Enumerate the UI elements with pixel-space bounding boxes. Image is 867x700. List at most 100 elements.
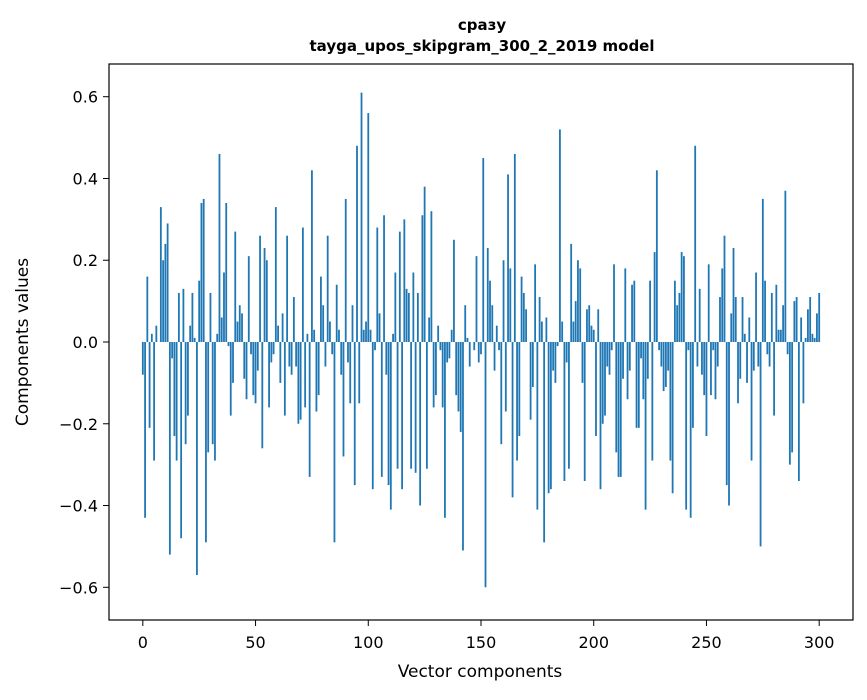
- bar-144: [466, 337, 469, 342]
- bar-90: [344, 198, 347, 342]
- bar-238: [678, 292, 681, 342]
- bar-14: [173, 342, 176, 437]
- bar-140: [457, 342, 460, 412]
- bar-115: [401, 342, 403, 490]
- bar-94: [353, 342, 356, 486]
- bar-11: [166, 223, 169, 342]
- bar-213: [622, 342, 624, 379]
- bar-155: [491, 305, 494, 342]
- bar-0: [141, 342, 144, 375]
- bar-81: [324, 342, 327, 367]
- bar-70: [299, 342, 302, 420]
- bar-47: [247, 256, 250, 342]
- bar-36: [223, 272, 225, 342]
- bar-195: [581, 342, 584, 383]
- bar-179: [545, 317, 548, 342]
- bar-6: [155, 325, 158, 342]
- bar-41: [234, 231, 237, 342]
- x-tick-label: 150: [466, 633, 497, 652]
- bar-126: [425, 342, 428, 469]
- bar-121: [414, 342, 417, 473]
- bar-261: [730, 313, 733, 342]
- bar-277: [766, 342, 769, 355]
- bar-247: [698, 288, 701, 342]
- bar-42: [236, 321, 239, 342]
- bar-293: [802, 342, 805, 404]
- bar-37: [225, 203, 228, 342]
- bar-79: [320, 276, 322, 342]
- bar-186: [561, 321, 564, 342]
- bar-87: [338, 329, 340, 342]
- bar-162: [507, 174, 509, 342]
- bar-53: [261, 342, 264, 449]
- bar-101: [369, 329, 372, 342]
- bar-180: [547, 342, 550, 494]
- bar-198: [588, 305, 591, 342]
- x-axis-ticks: 0 50 100 150 200 250 300: [138, 620, 834, 652]
- bar-211: [617, 342, 620, 477]
- bar-278: [768, 342, 771, 367]
- bar-299: [816, 313, 818, 342]
- bar-203: [599, 342, 602, 490]
- y-tick-label: 0.2: [73, 251, 98, 270]
- bar-163: [509, 268, 512, 342]
- bar-221: [640, 342, 642, 359]
- bar-231: [662, 342, 665, 392]
- bar-226: [651, 342, 654, 461]
- bar-245: [694, 145, 697, 342]
- bar-214: [624, 268, 627, 342]
- bar-97: [360, 92, 363, 343]
- bar-279: [770, 292, 773, 342]
- bar-3: [148, 342, 151, 428]
- bar-103: [374, 342, 376, 351]
- bar-282: [777, 329, 780, 342]
- bar-68: [295, 342, 298, 367]
- bar-116: [403, 219, 406, 342]
- bar-236: [673, 280, 676, 342]
- bar-244: [692, 342, 694, 428]
- bar-153: [486, 247, 489, 342]
- bar-266: [741, 297, 744, 342]
- bar-60: [277, 325, 279, 342]
- bar-209: [613, 264, 615, 342]
- bar-208: [610, 342, 613, 351]
- bar-109: [387, 342, 390, 486]
- bar-58: [272, 342, 275, 355]
- y-axis-ticks: −0.6 −0.4 −0.2 0.0 0.2 0.4 0.6: [59, 88, 109, 597]
- bar-145: [468, 342, 471, 367]
- bar-190: [570, 243, 573, 342]
- bar-147: [473, 342, 476, 351]
- bar-235: [671, 342, 674, 494]
- bar-62: [281, 313, 284, 342]
- bar-123: [419, 342, 422, 506]
- y-tick-label: 0.6: [73, 88, 98, 107]
- bar-64: [286, 235, 289, 342]
- bar-66: [290, 342, 293, 375]
- bar-157: [495, 325, 498, 342]
- bar-201: [595, 342, 597, 437]
- bar-106: [380, 342, 383, 477]
- bar-172: [529, 342, 532, 420]
- bar-175: [536, 342, 539, 510]
- bar-239: [680, 252, 683, 342]
- bar-287: [788, 342, 791, 465]
- bar-150: [480, 342, 482, 355]
- bar-28: [205, 342, 207, 543]
- bar-120: [412, 272, 415, 342]
- bar-4: [150, 333, 153, 342]
- bar-232: [664, 342, 667, 387]
- bar-273: [757, 342, 760, 367]
- bar-24: [196, 342, 198, 576]
- bar-178: [543, 342, 546, 543]
- bar-265: [739, 342, 742, 379]
- bar-267: [743, 333, 746, 342]
- bar-300: [818, 292, 821, 342]
- bar-89: [342, 342, 345, 457]
- bar-248: [701, 342, 703, 375]
- bar-138: [453, 239, 455, 342]
- bar-234: [669, 342, 672, 461]
- bar-110: [389, 342, 392, 510]
- bar-222: [642, 342, 645, 400]
- bar-258: [723, 235, 726, 342]
- bar-5: [153, 342, 155, 461]
